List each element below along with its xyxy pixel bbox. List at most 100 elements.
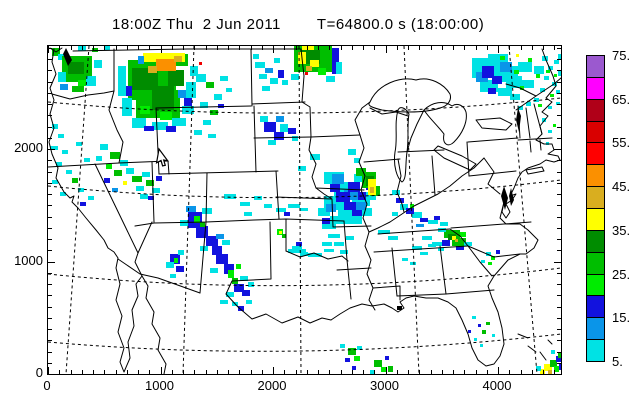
y-axis-tick (557, 205, 561, 207)
x-axis-tick (216, 370, 218, 374)
radar-echo (491, 256, 495, 260)
plot-title: 18:00Z Thu 2 Jun 2011 T=64800.0 s (18:00… (112, 16, 484, 33)
colorbar-label: 25. (612, 266, 631, 282)
radar-echo (388, 236, 398, 240)
radar-echo (540, 369, 545, 374)
x-axis-tick (340, 370, 342, 374)
radar-echo (500, 62, 512, 72)
x-axis-tick (475, 46, 477, 50)
radar-echo (106, 164, 112, 169)
x-axis-tick (59, 370, 61, 374)
x-axis-tick (160, 367, 162, 374)
x-axis-tick (228, 370, 229, 374)
x-axis-tick (306, 46, 308, 50)
x-axis-tick (295, 46, 297, 50)
state-borders (48, 47, 561, 374)
radar-echo (194, 216, 200, 223)
radar-echo (78, 80, 86, 86)
radar-echo (500, 56, 505, 60)
radar-echo (420, 218, 428, 222)
y-axis-tick (48, 227, 52, 229)
colorbar-cell (586, 99, 605, 122)
x-axis-tick (149, 370, 151, 374)
y-axis-tick (48, 362, 52, 364)
radar-echo (300, 252, 308, 256)
radar-echo (514, 70, 519, 74)
radar-echo (180, 220, 188, 226)
radar-echo (92, 48, 98, 52)
radar-echo (234, 284, 244, 292)
x-axis-tick (408, 46, 409, 50)
x-axis-tick (104, 370, 106, 374)
radar-echo (374, 360, 382, 367)
radar-echo (356, 168, 366, 176)
radar-echo (76, 142, 82, 146)
radar-echo (452, 238, 466, 246)
y-axis-tick (48, 295, 52, 297)
radar-echo (422, 236, 432, 240)
radar-echo (176, 266, 184, 272)
radar-echo (348, 348, 356, 355)
radar-echo (104, 178, 110, 183)
x-axis-tick (318, 370, 319, 374)
radar-echo (96, 156, 102, 161)
radar-echo (310, 60, 319, 67)
radar-echo (156, 59, 176, 71)
x-axis-tick (453, 46, 454, 50)
radar-echo (122, 98, 132, 116)
y-axis-tick (557, 104, 561, 105)
radar-echo (216, 234, 224, 239)
x-axis-tick (543, 46, 544, 50)
radar-echo (140, 106, 150, 114)
y-axis-tick (557, 362, 561, 364)
radar-echo (548, 106, 552, 109)
radar-echo (152, 122, 168, 130)
radar-echo (536, 366, 541, 371)
radar-echo (265, 68, 273, 73)
x-axis-tick (205, 370, 207, 374)
x-axis-tick (171, 370, 173, 374)
radar-echo (556, 90, 560, 94)
y-axis-tick (48, 284, 52, 285)
radar-echo (518, 106, 523, 110)
x-axis-label: 1000 (145, 378, 174, 393)
radar-echo (492, 334, 495, 337)
x-axis-tick (138, 46, 139, 50)
radar-echo (58, 72, 66, 82)
radar-echo (488, 88, 496, 94)
radar-echo (168, 70, 184, 86)
radar-echo (94, 60, 102, 68)
x-axis-tick (239, 46, 241, 50)
radar-echo (410, 262, 416, 265)
radar-echo (346, 216, 362, 224)
x-axis-tick (93, 46, 94, 50)
y-axis-tick (557, 59, 561, 60)
radar-echo (412, 214, 422, 218)
x-axis-tick (498, 367, 499, 374)
colorbar-label: 5. (612, 354, 623, 369)
radar-echo (260, 116, 268, 122)
radar-echo (224, 264, 234, 274)
y-axis-tick (48, 317, 52, 319)
x-axis-tick (284, 370, 286, 374)
y-axis-tick (557, 239, 561, 240)
radar-echo (86, 76, 96, 86)
radar-echo (210, 268, 218, 273)
x-axis-tick (183, 370, 184, 374)
radar-echo (328, 234, 340, 238)
y-axis-tick (557, 250, 561, 252)
radar-echo (460, 232, 466, 237)
radar-echo (348, 182, 360, 192)
radar-echo (220, 300, 228, 304)
y-axis-tick (48, 374, 55, 375)
y-axis-tick (557, 284, 561, 285)
radar-echo (66, 170, 72, 174)
radar-echo (330, 184, 340, 192)
radar-echo (318, 208, 330, 216)
x-axis-tick (464, 370, 466, 374)
radar-echo (344, 202, 356, 210)
radar-echo (288, 204, 300, 208)
radar-echo (262, 86, 270, 91)
radar-echo (259, 74, 267, 79)
radar-echo (410, 204, 414, 208)
